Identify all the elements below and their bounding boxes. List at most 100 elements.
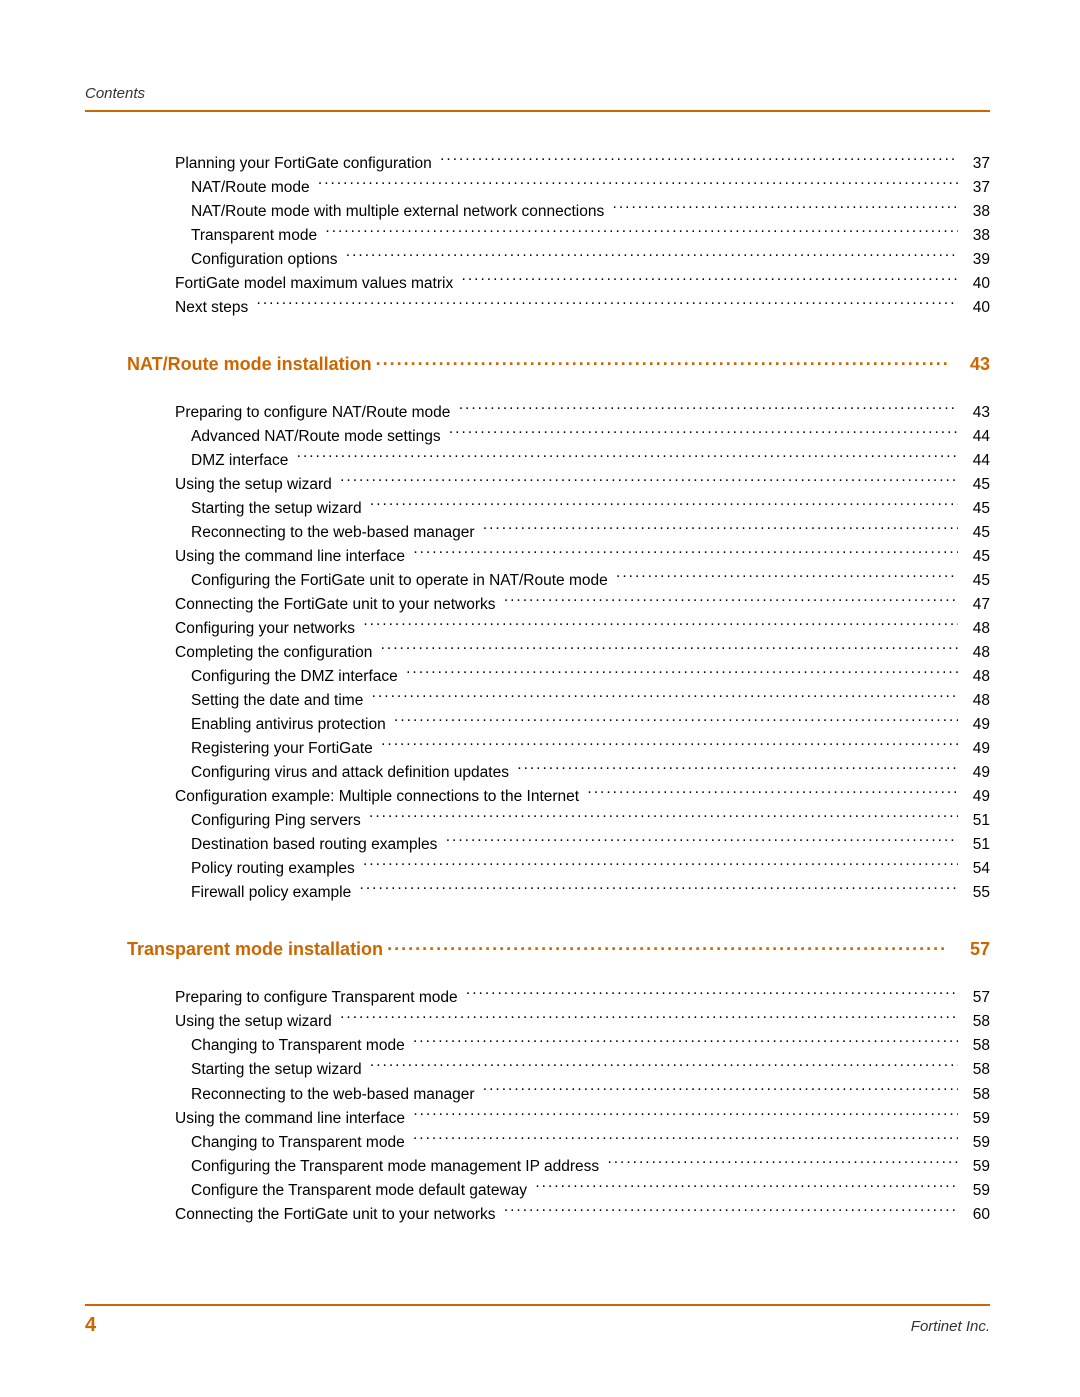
toc-entry-page: 37 bbox=[962, 176, 990, 200]
toc-leader-dots bbox=[413, 546, 958, 562]
toc-entry[interactable]: Policy routing examples 54 bbox=[191, 857, 990, 881]
toc-entry-text: Transparent mode bbox=[191, 224, 321, 248]
toc-entry-page: 58 bbox=[962, 1083, 990, 1107]
toc-entry-page: 58 bbox=[962, 1034, 990, 1058]
toc-heading-page: 43 bbox=[962, 354, 990, 375]
toc-entry[interactable]: Configuration example: Multiple connecti… bbox=[175, 785, 990, 809]
toc-entry[interactable]: Configuration options 39 bbox=[191, 248, 990, 272]
toc-entry[interactable]: Configuring your networks 48 bbox=[175, 617, 990, 641]
toc-leader-dots bbox=[483, 1083, 958, 1099]
toc-entry[interactable]: Using the command line interface 45 bbox=[175, 545, 990, 569]
toc-entry[interactable]: Changing to Transparent mode 58 bbox=[191, 1034, 990, 1058]
toc-leader-dots bbox=[462, 273, 958, 289]
toc-leader-dots bbox=[381, 642, 958, 658]
toc-section-heading[interactable]: NAT/Route mode installation 43 bbox=[127, 352, 990, 375]
toc-entry-page: 60 bbox=[962, 1203, 990, 1227]
toc-entry-text: Registering your FortiGate bbox=[191, 737, 377, 761]
toc-entry-page: 48 bbox=[962, 665, 990, 689]
toc-entry-page: 44 bbox=[962, 425, 990, 449]
toc-entry[interactable]: Configuring the Transparent mode managem… bbox=[191, 1155, 990, 1179]
toc-entry-page: 59 bbox=[962, 1131, 990, 1155]
toc-entry-page: 38 bbox=[962, 224, 990, 248]
toc-entry[interactable]: DMZ interface 44 bbox=[191, 449, 990, 473]
toc-leader-dots bbox=[406, 666, 958, 682]
toc-leader-dots bbox=[346, 249, 958, 265]
toc-entry-text: Configuration example: Multiple connecti… bbox=[175, 785, 583, 809]
toc-entry[interactable]: Starting the setup wizard 45 bbox=[191, 497, 990, 521]
toc-entry-page: 55 bbox=[962, 881, 990, 905]
toc-entry-text: Using the setup wizard bbox=[175, 473, 336, 497]
toc-entry[interactable]: Preparing to configure Transparent mode … bbox=[175, 986, 990, 1010]
toc-entry[interactable]: Configuring Ping servers 51 bbox=[191, 809, 990, 833]
toc-entry-text: Preparing to configure Transparent mode bbox=[175, 986, 462, 1010]
toc-entry-text: Changing to Transparent mode bbox=[191, 1034, 409, 1058]
toc-entry-page: 39 bbox=[962, 248, 990, 272]
toc-entry[interactable]: Transparent mode 38 bbox=[191, 224, 990, 248]
toc-entry[interactable]: FortiGate model maximum values matrix 40 bbox=[175, 272, 990, 296]
toc-heading-page: 57 bbox=[962, 939, 990, 960]
toc-entry-text: Reconnecting to the web-based manager bbox=[191, 1083, 479, 1107]
toc-entry-page: 49 bbox=[962, 785, 990, 809]
toc-leader-dots bbox=[504, 594, 958, 610]
toc-entry[interactable]: Advanced NAT/Route mode settings 44 bbox=[191, 425, 990, 449]
toc-entry[interactable]: Registering your FortiGate 49 bbox=[191, 737, 990, 761]
toc-entry-page: 49 bbox=[962, 713, 990, 737]
toc-entry-text: Policy routing examples bbox=[191, 857, 359, 881]
toc-leader-dots bbox=[413, 1131, 958, 1147]
toc-entry-page: 40 bbox=[962, 272, 990, 296]
toc-entry[interactable]: Reconnecting to the web-based manager 58 bbox=[191, 1083, 990, 1107]
toc-leader-dots bbox=[449, 426, 958, 442]
toc-entry-text: Configuring virus and attack definition … bbox=[191, 761, 513, 785]
toc-entry[interactable]: Using the setup wizard 45 bbox=[175, 473, 990, 497]
toc-leader-dots bbox=[360, 882, 958, 898]
toc-entry[interactable]: Changing to Transparent mode 59 bbox=[191, 1131, 990, 1155]
header-divider bbox=[85, 110, 990, 112]
toc-entry-text: Starting the setup wizard bbox=[191, 1058, 366, 1082]
toc-entry-page: 49 bbox=[962, 761, 990, 785]
toc-entry[interactable]: Enabling antivirus protection 49 bbox=[191, 713, 990, 737]
toc-entry-text: NAT/Route mode with multiple external ne… bbox=[191, 200, 609, 224]
toc-entry[interactable]: Completing the configuration 48 bbox=[175, 641, 990, 665]
toc-entry-text: Planning your FortiGate configuration bbox=[175, 152, 436, 176]
toc-entry-page: 58 bbox=[962, 1058, 990, 1082]
toc-entry[interactable]: Configuring the FortiGate unit to operat… bbox=[191, 569, 990, 593]
toc-entry[interactable]: Connecting the FortiGate unit to your ne… bbox=[175, 593, 990, 617]
toc-entry-page: 48 bbox=[962, 641, 990, 665]
toc-entry-text: Configuring the DMZ interface bbox=[191, 665, 402, 689]
toc-entry[interactable]: Reconnecting to the web-based manager 45 bbox=[191, 521, 990, 545]
toc-entry-page: 58 bbox=[962, 1010, 990, 1034]
toc-entry-page: 57 bbox=[962, 986, 990, 1010]
toc-entry-text: Using the command line interface bbox=[175, 1107, 409, 1131]
toc-entry[interactable]: Setting the date and time 48 bbox=[191, 689, 990, 713]
toc-entry[interactable]: Configuring the DMZ interface 48 bbox=[191, 665, 990, 689]
toc-leader-dots bbox=[413, 1107, 958, 1123]
toc-leader-dots bbox=[517, 762, 958, 778]
toc-entry[interactable]: Using the setup wizard 58 bbox=[175, 1010, 990, 1034]
footer-brand: Fortinet Inc. bbox=[911, 1318, 990, 1335]
toc-entry[interactable]: Destination based routing examples 51 bbox=[191, 833, 990, 857]
toc-entry[interactable]: Configure the Transparent mode default g… bbox=[191, 1179, 990, 1203]
toc-entry[interactable]: NAT/Route mode 37 bbox=[191, 176, 990, 200]
toc-entry[interactable]: Configuring virus and attack definition … bbox=[191, 761, 990, 785]
toc-leader-dots bbox=[325, 225, 958, 241]
document-page: Contents Planning your FortiGate configu… bbox=[0, 0, 1080, 1397]
toc-entry[interactable]: Preparing to configure NAT/Route mode 43 bbox=[175, 401, 990, 425]
toc-leader-dots bbox=[318, 177, 958, 193]
toc-entry[interactable]: Firewall policy example 55 bbox=[191, 881, 990, 905]
toc-entry-page: 43 bbox=[962, 401, 990, 425]
toc-entry[interactable]: Planning your FortiGate configuration 37 bbox=[175, 152, 990, 176]
toc-entry-page: 45 bbox=[962, 521, 990, 545]
toc-entry[interactable]: Next steps 40 bbox=[175, 296, 990, 320]
toc-entry[interactable]: Starting the setup wizard 58 bbox=[191, 1058, 990, 1082]
toc-entry-text: Using the command line interface bbox=[175, 545, 409, 569]
toc-entry[interactable]: Using the command line interface 59 bbox=[175, 1107, 990, 1131]
page-footer: 4 Fortinet Inc. bbox=[85, 1304, 990, 1337]
toc-entry[interactable]: NAT/Route mode with multiple external ne… bbox=[191, 200, 990, 224]
toc-leader-dots bbox=[372, 690, 958, 706]
toc-entry[interactable]: Connecting the FortiGate unit to your ne… bbox=[175, 1203, 990, 1227]
toc-leader-dots bbox=[616, 570, 958, 586]
toc-section-heading[interactable]: Transparent mode installation 57 bbox=[127, 937, 990, 960]
footer-divider bbox=[85, 1304, 990, 1306]
toc-leader-dots bbox=[440, 153, 958, 169]
toc-entry-page: 45 bbox=[962, 497, 990, 521]
